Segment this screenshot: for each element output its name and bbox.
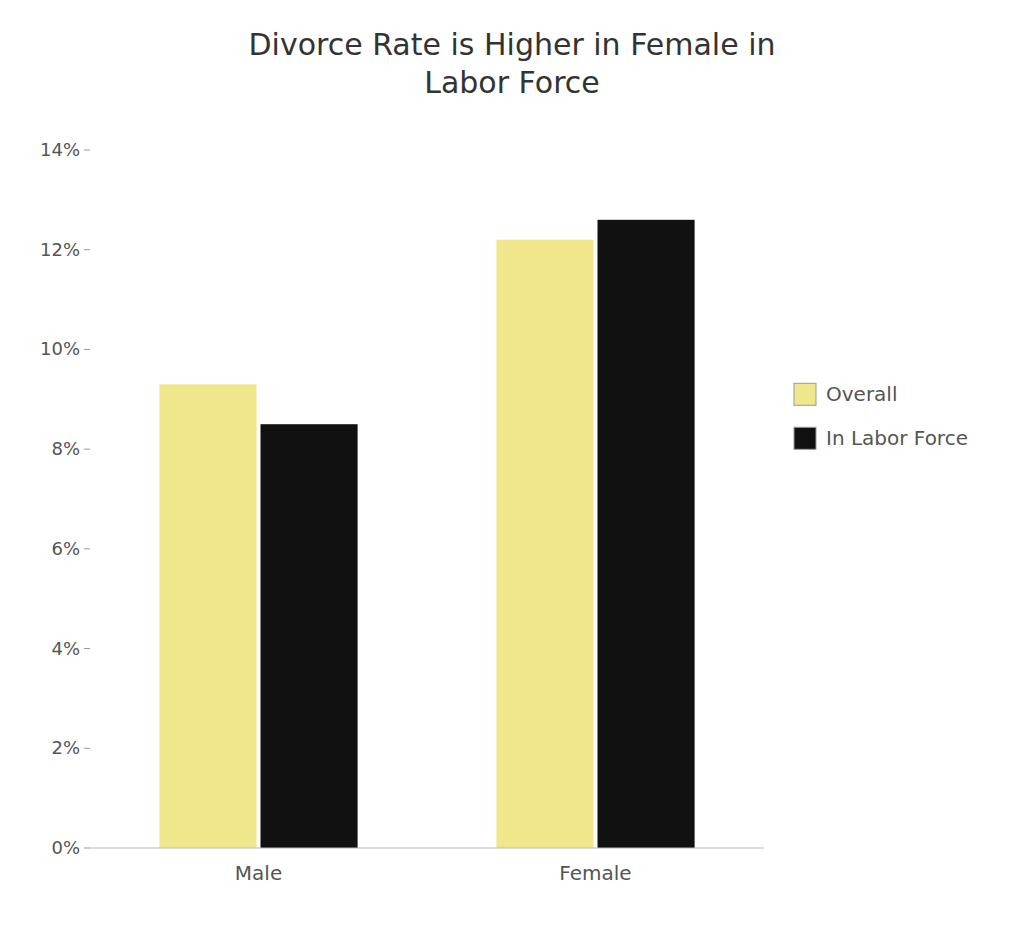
y-tick-label: 12% (40, 239, 80, 260)
y-tick (84, 449, 90, 450)
y-axis: 0% 2% 4% 6% 8% 10% 12% 14% (40, 139, 90, 858)
y-tick-label: 10% (40, 338, 80, 359)
y-tick (84, 150, 90, 151)
bar (496, 240, 593, 848)
y-tick (84, 349, 90, 350)
y-tick (84, 848, 90, 849)
legend-label: Overall (826, 382, 897, 406)
x-tick-label: Female (559, 861, 631, 885)
chart: Divorce Rate is Higher in Female inLabor… (0, 0, 1024, 928)
y-tick (84, 648, 90, 649)
y-tick-label: 4% (51, 638, 80, 659)
legend: Overall In Labor Force (794, 382, 968, 450)
y-tick-label: 2% (51, 737, 80, 758)
bar (159, 384, 256, 848)
y-tick (84, 249, 90, 250)
x-tick-label: Male (235, 861, 282, 885)
legend-swatch (794, 383, 816, 405)
bar (598, 220, 695, 848)
y-tick (84, 548, 90, 549)
y-tick-label: 14% (40, 139, 80, 160)
y-tick-label: 0% (51, 837, 80, 858)
bar (261, 424, 358, 848)
x-axis-line (90, 848, 764, 849)
bars (159, 220, 694, 848)
legend-swatch (794, 427, 816, 449)
y-tick (84, 748, 90, 749)
title: Divorce Rate is Higher in Female inLabor… (248, 27, 775, 100)
legend-label: In Labor Force (826, 426, 968, 450)
y-tick-label: 6% (51, 538, 80, 559)
y-tick-label: 8% (51, 438, 80, 459)
